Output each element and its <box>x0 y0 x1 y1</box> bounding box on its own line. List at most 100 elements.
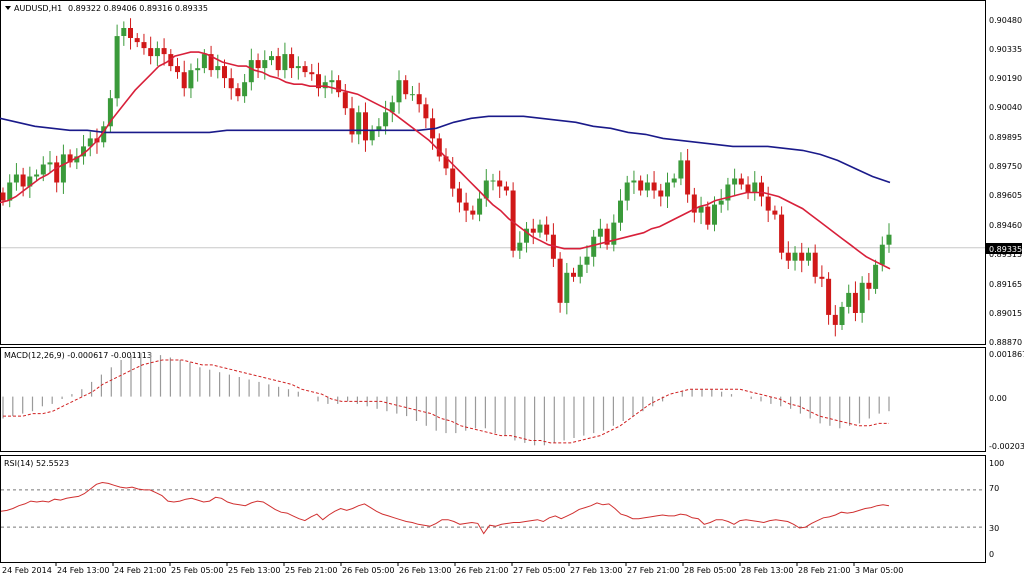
time-tick-label: 26 Feb 05:00 <box>342 566 394 575</box>
candle-body <box>121 28 127 36</box>
candle-body <box>456 188 462 203</box>
candle-body <box>342 92 348 109</box>
time-tick-label: 27 Feb 05:00 <box>513 566 565 575</box>
candle-body <box>409 94 415 96</box>
candle-body <box>732 178 738 185</box>
candle-body <box>490 180 496 182</box>
candle-body <box>74 156 80 163</box>
rsi-tick-label: 30 <box>989 524 999 533</box>
rsi-tick-label: 100 <box>989 459 1004 468</box>
candle-body <box>624 182 630 201</box>
ma-fast-line <box>0 51 891 270</box>
candle-body <box>597 228 603 237</box>
candle-body <box>671 178 677 183</box>
price-tick-label: 0.89895 <box>989 133 1022 142</box>
candle-body <box>470 210 476 215</box>
candle-body <box>665 182 670 197</box>
candle-body <box>517 242 523 251</box>
macd-tick-label: -0.00203 <box>989 442 1024 451</box>
symbol-label: AUDUSD,H1 <box>14 4 62 13</box>
candle-body <box>604 228 610 245</box>
candle-body <box>389 102 395 113</box>
time-tick-label: 25 Feb 21:00 <box>285 566 337 575</box>
candle-body <box>13 174 19 183</box>
candle-body <box>879 244 885 265</box>
candle-body <box>698 206 704 213</box>
time-tick-label: 28 Feb 21:00 <box>798 566 850 575</box>
candle-body <box>530 228 536 233</box>
ma-slow-line <box>0 115 891 184</box>
candle-body <box>309 72 315 75</box>
candle-body <box>302 66 308 73</box>
candle-body <box>618 200 623 223</box>
macd-signal-line <box>3 359 889 444</box>
candle-body <box>873 264 879 289</box>
candle-body <box>47 162 53 165</box>
candle-body <box>60 154 66 183</box>
time-tick-label: 24 Feb 21:00 <box>114 566 166 575</box>
candle-body <box>765 196 771 211</box>
candle-body <box>222 66 227 79</box>
price-series <box>0 18 985 337</box>
candle-body <box>678 160 684 179</box>
candle-body <box>792 252 798 261</box>
candle-body <box>356 112 362 135</box>
candle-body <box>638 180 644 191</box>
candle-body <box>349 108 355 135</box>
candle-body <box>819 276 825 279</box>
candle-body <box>591 236 597 257</box>
price-pane <box>0 0 986 345</box>
candle-body <box>564 272 570 303</box>
time-tick-label: 27 Feb 13:00 <box>570 566 622 575</box>
candle-body <box>738 178 744 185</box>
candle-body <box>282 54 288 71</box>
rsi-pane <box>0 455 986 563</box>
candle-body <box>235 88 241 97</box>
candle-body <box>134 38 140 43</box>
candle-body <box>584 256 590 265</box>
candle-body <box>752 182 758 193</box>
candle-body <box>107 98 113 127</box>
macd-tick-label: 0.001867 <box>989 350 1024 359</box>
candle-body <box>503 186 509 191</box>
rsi-line <box>0 481 890 535</box>
candle-body <box>141 42 147 49</box>
macd-tick-label: 0.00 <box>989 394 1007 403</box>
price-tick-label: 0.89015 <box>989 309 1022 318</box>
candle-body <box>181 72 187 89</box>
candle-body <box>322 82 328 89</box>
candle-body <box>0 192 6 201</box>
candle-body <box>255 60 261 69</box>
candle-body <box>40 164 46 175</box>
candle-body <box>248 60 254 83</box>
rsi-title: RSI(14) 52.5523 <box>4 459 69 468</box>
price-tick-label: 0.89605 <box>989 191 1022 200</box>
candle-body <box>87 138 93 147</box>
candle-body <box>295 66 301 69</box>
candle-body <box>423 104 429 119</box>
time-axis: 24 Feb 2014 24 Feb 13:00 24 Feb 21:00 25… <box>2 562 903 575</box>
price-tick-label: 0.89315 <box>989 250 1022 259</box>
candle-body <box>114 36 120 99</box>
candle-body <box>383 112 389 127</box>
candle-body <box>67 154 73 163</box>
candle-body <box>443 156 449 169</box>
candle-body <box>705 206 711 225</box>
candle-body <box>806 252 811 261</box>
candle-body <box>316 74 321 89</box>
candle-body <box>376 126 382 131</box>
candle-body <box>242 82 248 97</box>
candle-body <box>557 258 563 303</box>
time-tick-label: 26 Feb 21:00 <box>456 566 508 575</box>
candle-body <box>524 228 529 243</box>
candle-body <box>611 222 617 245</box>
macd-series <box>2 352 890 446</box>
macd-pane <box>0 347 986 452</box>
candle-body <box>772 210 778 215</box>
candle-body <box>852 292 858 313</box>
candle-body <box>7 182 13 201</box>
candle-body <box>651 182 657 191</box>
candle-body <box>416 94 422 105</box>
rsi-series <box>0 481 985 535</box>
